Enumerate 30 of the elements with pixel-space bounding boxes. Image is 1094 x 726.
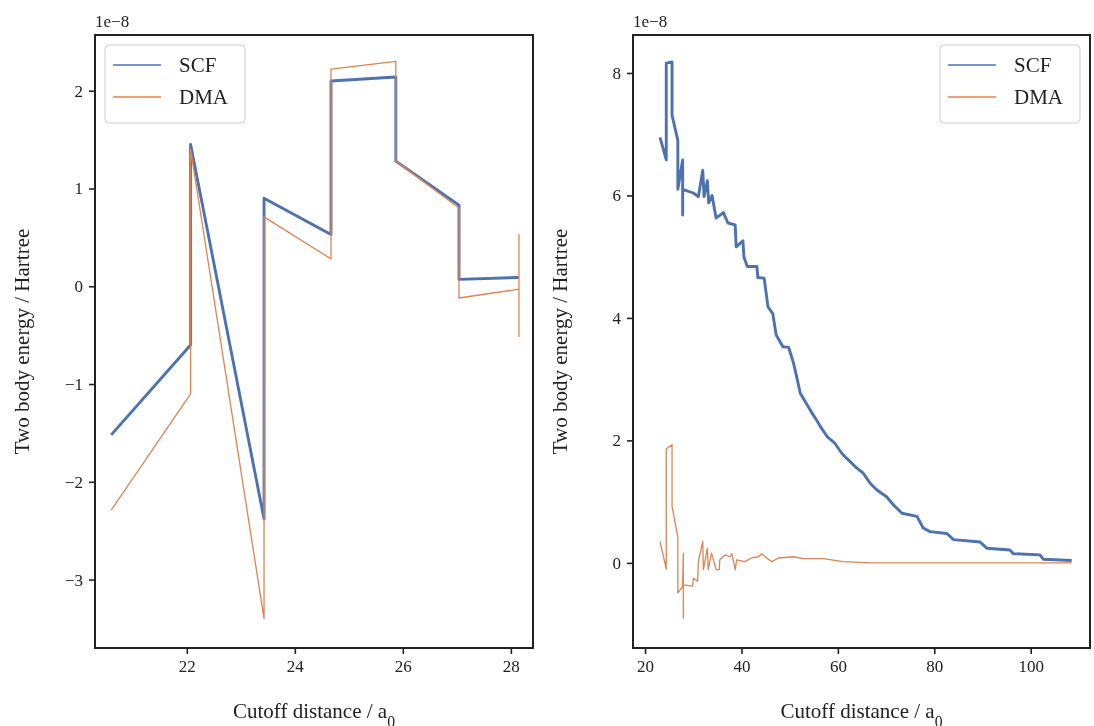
x-tick-label: 22	[178, 657, 196, 677]
x-tick-label: 60	[829, 657, 847, 677]
text: 1e−8	[95, 12, 130, 31]
x-axis-title: Cutoff distance / a$_{0}$	[232, 699, 396, 726]
y-tick-label: 1	[74, 179, 83, 199]
x-tick-label: 80	[926, 657, 944, 677]
y-tick-label: −3	[64, 570, 83, 590]
y-tick-label: −1	[64, 374, 83, 394]
y-axis-title: Two body energy / Hartree	[548, 228, 572, 455]
y-tick-label: 0	[74, 277, 83, 297]
x-tick-label: 20	[637, 657, 655, 677]
y-axis-title: Two body energy / Hartree	[10, 228, 34, 455]
y-tick-label: 0	[612, 553, 621, 573]
x-tick-label: 40	[733, 657, 751, 677]
legend-label: SCF	[179, 53, 217, 77]
y-tick-label: 8	[612, 63, 621, 83]
legend-label: SCF	[1014, 53, 1052, 77]
x-tick-label: 26	[394, 657, 412, 677]
legend-label: DMA	[1014, 85, 1064, 109]
text: 1e−8	[633, 12, 668, 31]
legend-label: DMA	[179, 85, 229, 109]
x-tick-label: 24	[286, 657, 305, 677]
y-tick-label: −2	[64, 472, 83, 492]
y-tick-label: 4	[612, 308, 622, 328]
x-axis-title: Cutoff distance / a$_{0}$	[780, 699, 943, 726]
y-tick-label: 2	[74, 81, 83, 101]
y-tick-label: 2	[612, 431, 621, 451]
x-tick-label: 28	[502, 657, 520, 677]
y-tick-label: 6	[612, 186, 621, 206]
x-tick-label: 100	[1018, 657, 1044, 677]
